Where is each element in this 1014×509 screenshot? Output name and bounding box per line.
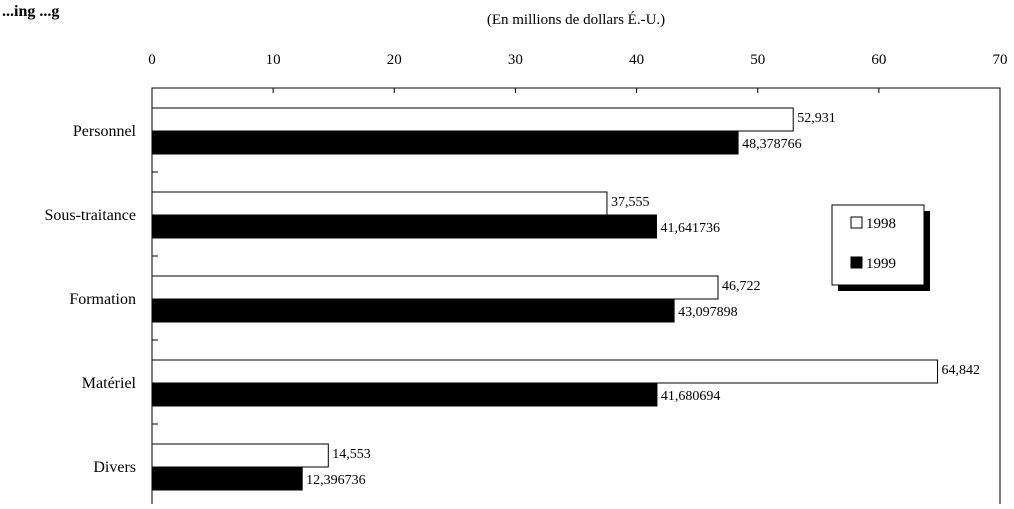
data-label-1999: 43,097898 xyxy=(678,305,738,320)
x-tick-label: 0 xyxy=(148,52,156,68)
bar-1998 xyxy=(151,191,608,216)
bar-1999 xyxy=(151,214,657,239)
legend-swatch-1999 xyxy=(850,256,863,269)
y-category-label: Personnel xyxy=(73,123,137,140)
x-tick-label: 60 xyxy=(871,52,886,68)
data-label-1998: 37,555 xyxy=(611,195,650,210)
x-tick-label: 10 xyxy=(266,52,281,68)
partial-title: ...ing ...g xyxy=(2,3,59,20)
bar-1998 xyxy=(151,107,794,132)
y-category-label: Matériel xyxy=(82,375,137,392)
x-tick-label: 40 xyxy=(629,52,644,68)
data-label-1998: 46,722 xyxy=(722,279,761,294)
legend-box xyxy=(831,204,925,286)
bars-group: 52,931 48,378766 37,555 41,641736 46,722 43,0… xyxy=(151,107,981,491)
data-label-1998: 64,842 xyxy=(942,363,981,378)
bar-1998 xyxy=(151,359,939,384)
y-category-label: Sous-traitance xyxy=(44,207,136,224)
legend: 1998 1999 xyxy=(831,204,930,291)
data-label-1998: 52,931 xyxy=(797,111,836,126)
y-category-label: Divers xyxy=(93,459,136,476)
data-label-1999: 41,641736 xyxy=(660,221,720,236)
x-tick-label: 30 xyxy=(508,52,523,68)
data-label-1999: 12,396736 xyxy=(306,473,366,488)
bar-1999 xyxy=(151,298,675,323)
bar-1998 xyxy=(151,443,329,468)
x-tick-label: 20 xyxy=(387,52,402,68)
y-axis-categories: Personnel Sous-traitance Formation Matériel… xyxy=(44,87,158,476)
x-tick-label: 50 xyxy=(750,52,765,68)
data-label-1999: 48,378766 xyxy=(742,137,802,152)
legend-swatch-1998 xyxy=(850,216,863,229)
bar-1999 xyxy=(151,130,739,155)
y-category-label: Formation xyxy=(69,291,136,308)
bar-1999 xyxy=(151,382,658,407)
x-axis-ticks: 0 10 20 30 40 50 60 70 xyxy=(148,52,1008,93)
legend-label-1998: 1998 xyxy=(866,216,896,232)
bar-1999 xyxy=(151,466,303,491)
unit-label: (En millions de dollars É.-U.) xyxy=(487,11,665,28)
x-tick-label: 70 xyxy=(993,52,1008,68)
bar-1998 xyxy=(151,275,719,300)
data-label-1998: 14,553 xyxy=(332,447,371,462)
legend-label-1999: 1999 xyxy=(866,256,896,272)
data-label-1999: 41,680694 xyxy=(661,389,721,404)
